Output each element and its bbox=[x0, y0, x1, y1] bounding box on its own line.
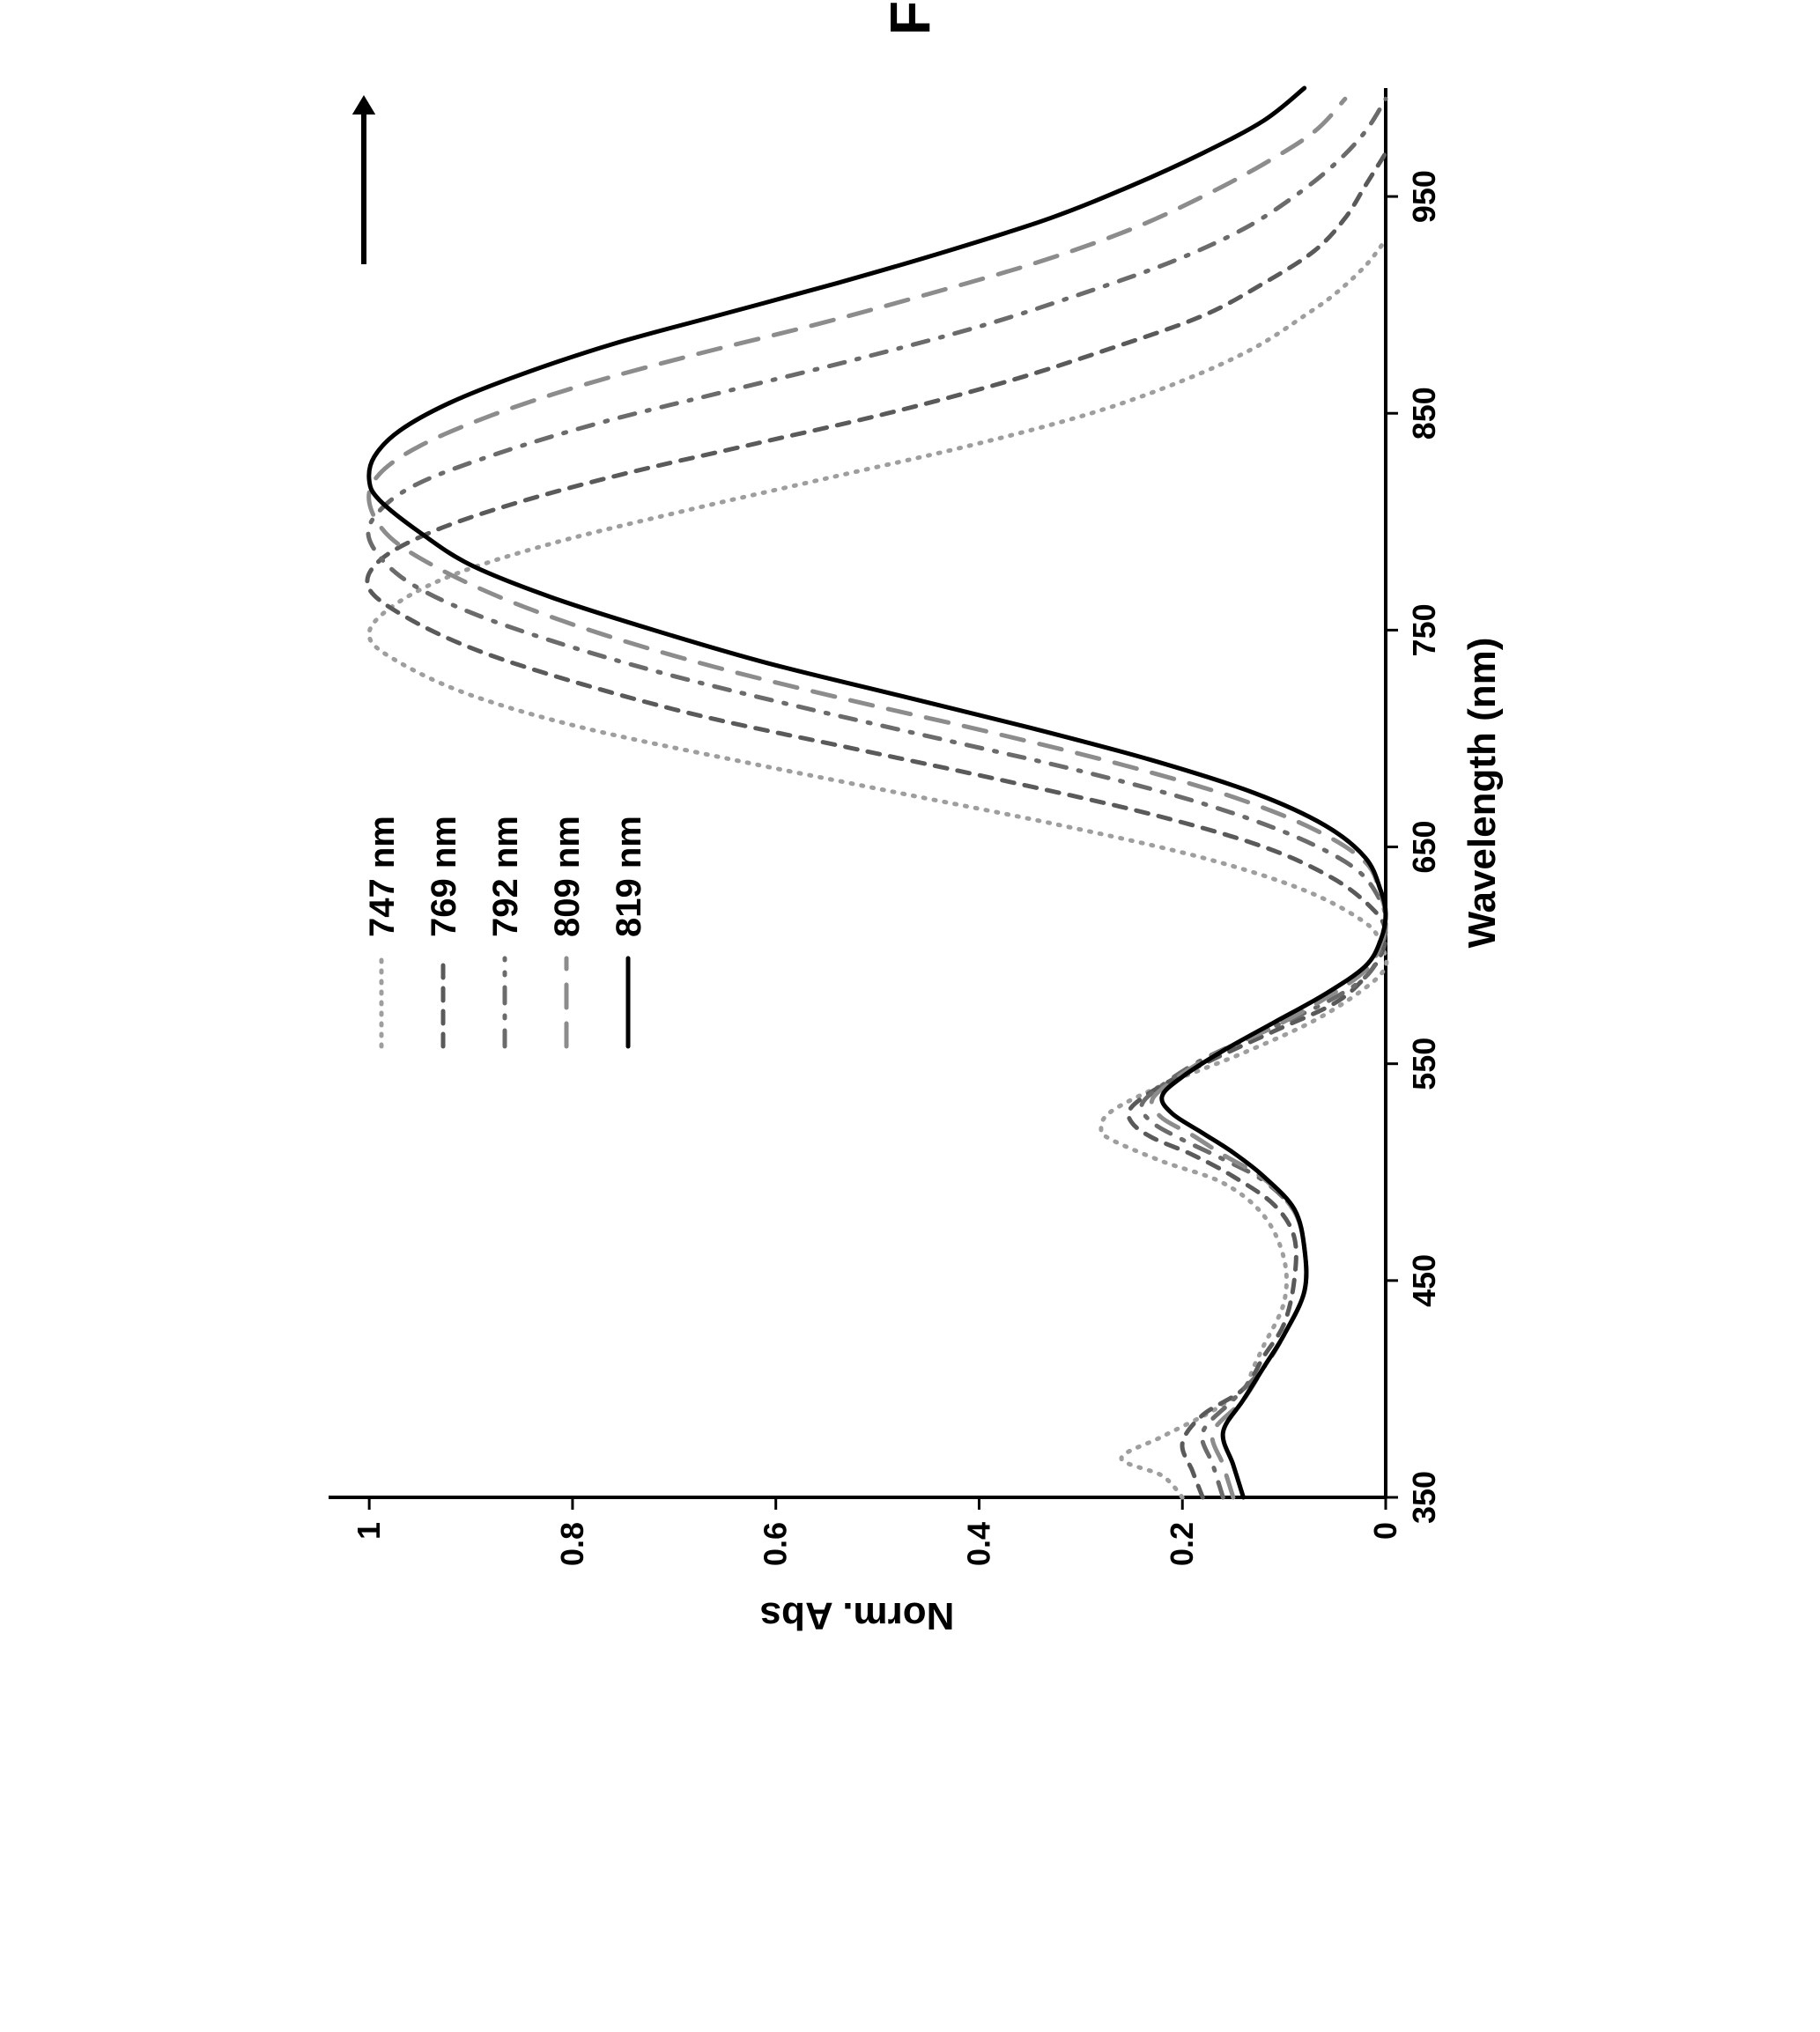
svg-text:850: 850 bbox=[1406, 387, 1442, 440]
svg-text:450: 450 bbox=[1406, 1254, 1442, 1307]
svg-text:350: 350 bbox=[1406, 1471, 1442, 1524]
svg-text:650: 650 bbox=[1406, 820, 1442, 873]
svg-text:950: 950 bbox=[1406, 170, 1442, 223]
svg-text:769 nm: 769 nm bbox=[425, 816, 463, 937]
svg-text:792 nm: 792 nm bbox=[486, 816, 525, 937]
svg-text:0.8: 0.8 bbox=[554, 1522, 590, 1566]
svg-text:Wavelength (nm): Wavelength (nm) bbox=[1461, 638, 1504, 949]
svg-text:747 nm: 747 nm bbox=[363, 816, 402, 937]
svg-text:0.4: 0.4 bbox=[960, 1522, 996, 1566]
svg-text:550: 550 bbox=[1406, 1038, 1442, 1090]
svg-text:0.2: 0.2 bbox=[1164, 1522, 1200, 1566]
absorbance-chart: 350 450 550 650 750 850 950 0 0.2 0.4 0.6 0.8 1 Wavel… bbox=[276, 35, 1544, 1656]
svg-text:819 nm: 819 nm bbox=[610, 816, 648, 937]
svg-text:0.6: 0.6 bbox=[758, 1522, 794, 1566]
figure-container: FIG. 3 35045055065075085095000.20.40.60.… bbox=[35, 35, 1785, 1656]
svg-text:750: 750 bbox=[1406, 603, 1442, 656]
figure-title: FIG. 3 bbox=[877, 0, 943, 35]
svg-text:Norm. Abs: Norm. Abs bbox=[760, 1594, 955, 1637]
svg-text:0: 0 bbox=[1367, 1522, 1403, 1540]
svg-text:1: 1 bbox=[351, 1522, 387, 1540]
svg-text:809 nm: 809 nm bbox=[548, 816, 587, 937]
